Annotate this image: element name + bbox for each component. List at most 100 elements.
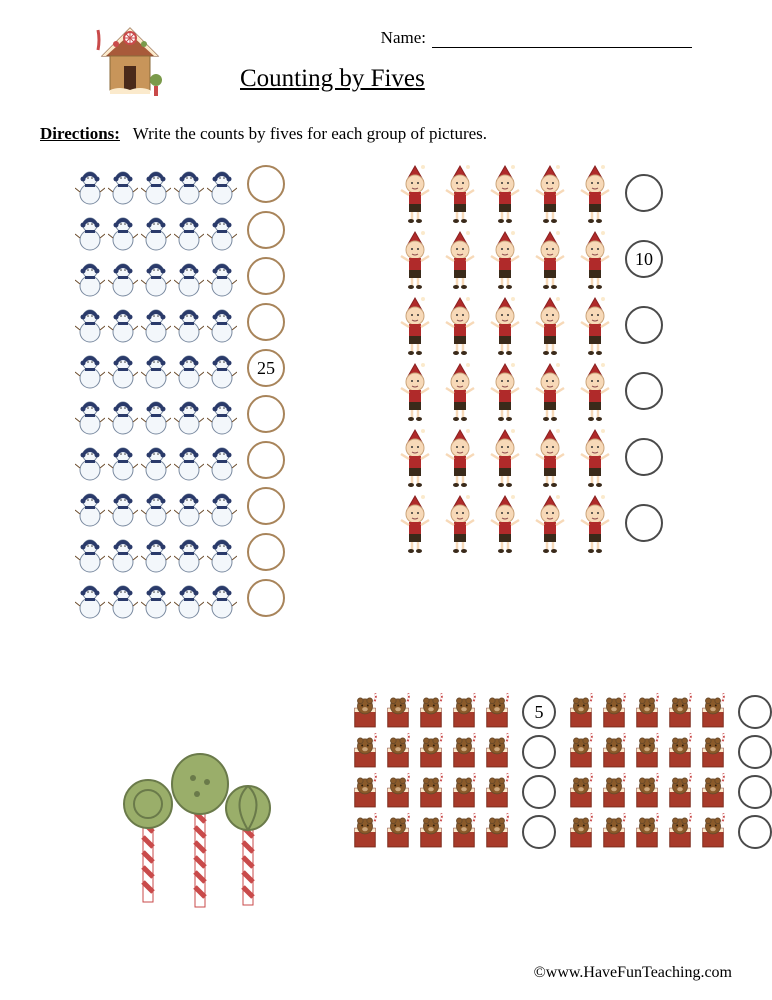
bear-icon	[449, 812, 479, 852]
elf-icon	[485, 426, 525, 488]
icons-row	[395, 294, 615, 356]
bear-icon	[632, 812, 662, 852]
snowman-icon	[141, 162, 171, 206]
snowman-icon	[141, 346, 171, 390]
bear-icon	[566, 732, 596, 772]
snowman-icon	[108, 484, 138, 528]
counting-row	[566, 772, 772, 812]
counting-row	[350, 732, 556, 772]
name-underline[interactable]	[432, 47, 692, 48]
counting-row	[566, 812, 772, 852]
answer-circle[interactable]: 25	[247, 349, 285, 387]
elf-icon	[575, 492, 615, 554]
counting-row	[566, 732, 772, 772]
answer-circle[interactable]	[738, 815, 772, 849]
elf-icon	[395, 162, 435, 224]
bear-icon	[383, 732, 413, 772]
answer-circle[interactable]	[625, 372, 663, 410]
icons-row	[395, 492, 615, 554]
answer-circle[interactable]	[247, 579, 285, 617]
snowman-icon	[174, 208, 204, 252]
snowman-icon	[141, 300, 171, 344]
counting-row	[395, 294, 663, 356]
elf-icon	[485, 294, 525, 356]
answer-circle[interactable]	[247, 165, 285, 203]
icons-row	[75, 484, 237, 528]
bear-icon	[482, 812, 512, 852]
counting-row	[395, 360, 663, 422]
elf-icon	[485, 228, 525, 290]
icons-row	[566, 692, 728, 732]
elf-icon	[485, 162, 525, 224]
icons-row	[395, 228, 615, 290]
snowman-icon	[108, 438, 138, 482]
snowman-icon	[174, 162, 204, 206]
group-bears: 5	[350, 692, 772, 852]
answer-circle[interactable]	[625, 306, 663, 344]
answer-circle[interactable]	[522, 775, 556, 809]
bears-right	[566, 692, 772, 852]
answer-circle[interactable]	[247, 487, 285, 525]
answer-circle[interactable]	[247, 533, 285, 571]
bear-icon	[698, 692, 728, 732]
answer-circle[interactable]	[625, 438, 663, 476]
counting-row	[75, 300, 285, 344]
bear-icon	[416, 732, 446, 772]
snowman-icon	[108, 530, 138, 574]
counting-row	[75, 576, 285, 620]
snowman-icon	[174, 576, 204, 620]
bear-icon	[698, 772, 728, 812]
answer-circle[interactable]: 10	[625, 240, 663, 278]
answer-circle[interactable]	[625, 174, 663, 212]
lollipops-icon	[115, 742, 285, 912]
bear-icon	[665, 772, 695, 812]
bear-icon	[416, 692, 446, 732]
snowman-icon	[174, 300, 204, 344]
counting-row	[75, 484, 285, 528]
answer-circle[interactable]	[738, 695, 772, 729]
bear-icon	[449, 692, 479, 732]
elf-icon	[395, 492, 435, 554]
page-title: Counting by Fives	[240, 65, 425, 93]
snowman-icon	[141, 530, 171, 574]
directions: Directions: Write the counts by fives fo…	[40, 124, 732, 144]
answer-circle[interactable]	[522, 815, 556, 849]
snowman-icon	[75, 254, 105, 298]
bear-icon	[599, 732, 629, 772]
counting-row	[350, 812, 556, 852]
counting-row	[75, 438, 285, 482]
answer-circle[interactable]	[247, 257, 285, 295]
snowman-icon	[141, 484, 171, 528]
snowman-icon	[141, 392, 171, 436]
group-elves: 10	[395, 162, 663, 558]
bear-icon	[665, 812, 695, 852]
answer-circle[interactable]: 5	[522, 695, 556, 729]
icons-row	[75, 208, 237, 252]
elf-icon	[440, 162, 480, 224]
snowman-icon	[174, 346, 204, 390]
icons-row	[350, 772, 512, 812]
snowman-icon	[207, 208, 237, 252]
answer-circle[interactable]	[247, 211, 285, 249]
snowman-icon	[75, 576, 105, 620]
header: Name: Counting by Fives	[40, 20, 732, 120]
snowman-icon	[207, 484, 237, 528]
icons-row	[75, 576, 237, 620]
icons-row	[566, 812, 728, 852]
answer-circle[interactable]	[738, 735, 772, 769]
answer-circle[interactable]	[247, 441, 285, 479]
answer-circle[interactable]	[247, 395, 285, 433]
answer-circle[interactable]	[625, 504, 663, 542]
counting-row: 5	[350, 692, 556, 732]
icons-row	[395, 360, 615, 422]
answer-circle[interactable]	[522, 735, 556, 769]
elf-icon	[575, 360, 615, 422]
counting-row: 25	[75, 346, 285, 390]
counting-row: 10	[395, 228, 663, 290]
counting-row	[395, 426, 663, 488]
answer-circle[interactable]	[247, 303, 285, 341]
answer-circle[interactable]	[738, 775, 772, 809]
content: 25 10 5	[40, 162, 732, 982]
elf-icon	[440, 492, 480, 554]
bear-icon	[482, 772, 512, 812]
